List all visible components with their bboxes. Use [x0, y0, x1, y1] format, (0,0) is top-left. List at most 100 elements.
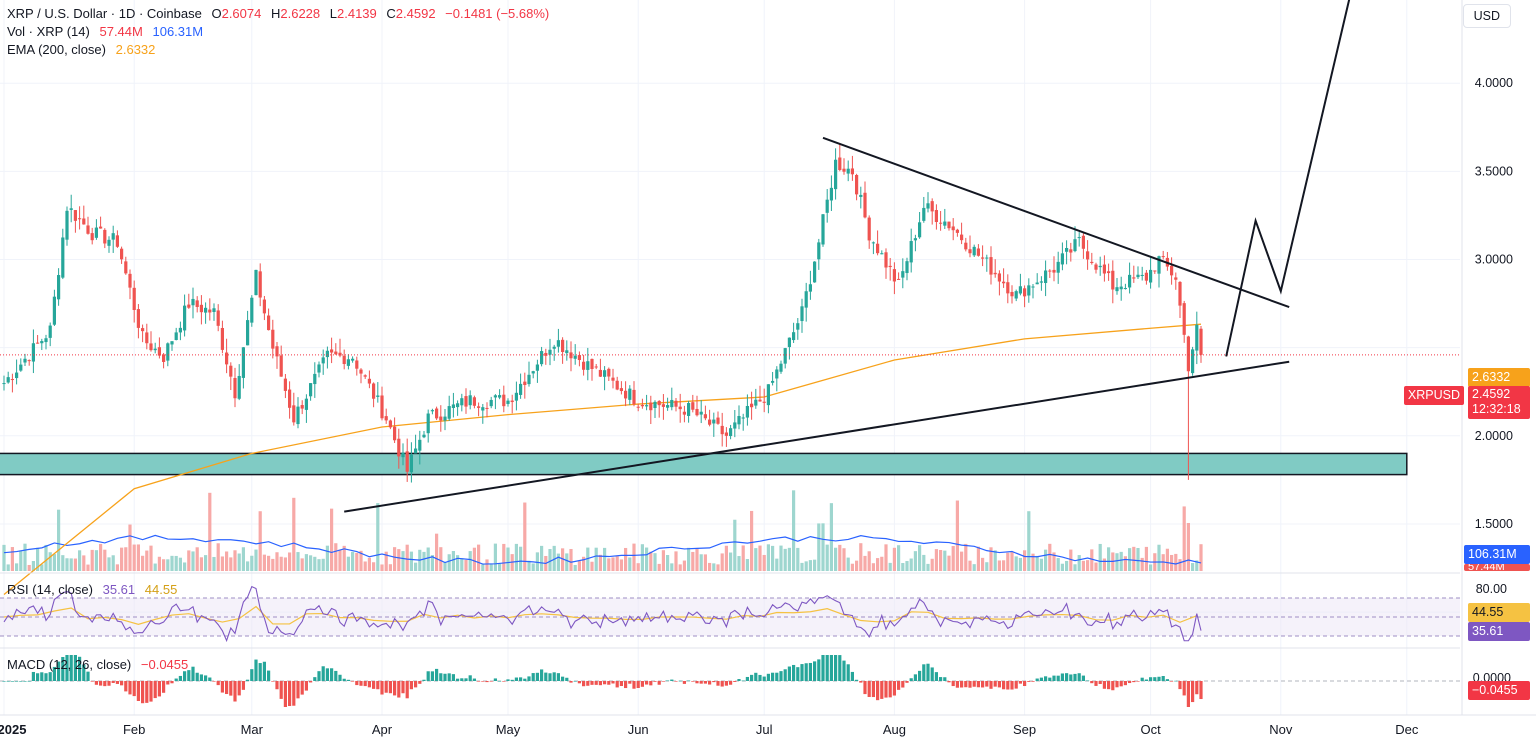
- macd-histogram-bar: [65, 655, 69, 681]
- candle-body: [657, 400, 661, 406]
- volume-bar: [472, 547, 476, 571]
- macd-histogram-bar: [288, 681, 292, 707]
- volume-bar: [754, 548, 758, 571]
- macd-histogram-bar: [997, 681, 1001, 688]
- currency-button[interactable]: USD: [1462, 4, 1511, 28]
- volume-bar: [430, 555, 434, 571]
- macd-histogram-bar: [552, 672, 556, 681]
- macd-histogram-bar: [611, 681, 615, 684]
- macd-histogram-bar: [573, 680, 577, 682]
- candle-body: [435, 408, 439, 419]
- macd-histogram-bar: [1060, 673, 1064, 681]
- macd-histogram-bar: [590, 681, 594, 685]
- macd-pane: [0, 647, 1460, 707]
- candle-body: [1069, 249, 1073, 253]
- candle-body: [876, 243, 880, 254]
- macd-histogram-bar: [645, 681, 649, 685]
- trendline-drawings[interactable]: [0, 0, 1460, 513]
- time-tick-label: Dec: [1395, 722, 1419, 737]
- volume-bar: [892, 547, 896, 571]
- candle-body: [132, 287, 136, 310]
- macd-histogram-bar: [485, 681, 489, 683]
- volume-bar: [409, 551, 413, 571]
- volume-bar: [15, 563, 19, 571]
- volume-bar: [1191, 563, 1195, 571]
- macd-histogram-bar: [1018, 681, 1022, 684]
- volume-bar: [1065, 560, 1069, 571]
- candle-body: [262, 299, 266, 314]
- volume-bar: [124, 547, 128, 571]
- volume-bar: [1098, 543, 1102, 571]
- macd-histogram-bar: [1069, 674, 1073, 681]
- candle-body: [498, 395, 502, 398]
- candle-body: [741, 417, 745, 419]
- price-tick-label: 4.0000: [1475, 76, 1513, 90]
- candle-body: [1123, 288, 1127, 290]
- macd-histogram-bar: [1081, 675, 1085, 681]
- candle-body: [19, 364, 23, 371]
- candle-body: [729, 428, 733, 437]
- macd-histogram-bar: [716, 681, 720, 686]
- candle-body: [1031, 286, 1035, 288]
- candle-body: [1035, 282, 1039, 285]
- candle-body: [531, 371, 535, 374]
- projection-path: [1225, 0, 1351, 357]
- candle-body: [405, 451, 409, 472]
- candle-body: [1006, 282, 1010, 294]
- rsi-ma-tag: 44.55: [1468, 603, 1530, 622]
- macd-legend: MACD (12, 26, close) −0.0455: [7, 657, 189, 672]
- macd-histogram-bar: [170, 681, 174, 684]
- candle-body: [199, 304, 203, 313]
- candle-body: [1010, 291, 1014, 297]
- candle-body: [334, 351, 338, 355]
- candle-body: [204, 307, 208, 313]
- candle-body: [653, 401, 657, 409]
- volume-bar: [199, 557, 203, 571]
- volume-bar: [174, 555, 178, 571]
- candle-body: [90, 233, 94, 241]
- volume-bar: [447, 554, 451, 571]
- macd-histogram-bar: [120, 681, 124, 686]
- volume-bar: [871, 563, 875, 571]
- macd-histogram-bar: [451, 674, 455, 681]
- macd-histogram-bar: [661, 681, 665, 682]
- candle-body: [514, 392, 518, 401]
- bar-countdown: 12:32:18: [1472, 402, 1521, 416]
- volume-bar: [1186, 523, 1190, 571]
- candle-body: [31, 343, 35, 362]
- candle-body: [863, 192, 867, 218]
- volume-bar: [699, 554, 703, 571]
- candle-body: [733, 422, 737, 429]
- macd-histogram-bar: [250, 669, 254, 681]
- candle-body: [943, 221, 947, 226]
- candle-body: [493, 395, 497, 398]
- macd-histogram-bar: [90, 681, 94, 682]
- candle-body: [1065, 247, 1069, 252]
- volume-bar: [640, 544, 644, 571]
- volume-bar: [359, 550, 363, 571]
- macd-histogram-bar: [880, 681, 884, 699]
- macd-histogram-bar: [262, 661, 266, 681]
- volume-bar: [787, 547, 791, 571]
- macd-histogram-bar: [1006, 681, 1010, 690]
- candle-body: [44, 338, 48, 343]
- candle-body: [884, 252, 888, 268]
- volume-bar: [1115, 553, 1119, 571]
- time-tick-label: Jun: [628, 722, 649, 737]
- macd-histogram-bar: [334, 670, 338, 681]
- macd-histogram-bar: [800, 664, 804, 681]
- macd-histogram-bar: [279, 681, 283, 699]
- symbol-title: XRP / U.S. Dollar · 1D · Coinbase: [7, 6, 202, 21]
- macd-histogram-bar: [166, 681, 170, 685]
- macd-histogram-bar: [607, 681, 611, 685]
- candle-body: [1140, 274, 1144, 277]
- macd-histogram-bar: [178, 675, 182, 681]
- volume-bar: [183, 562, 187, 571]
- volume-bar: [934, 549, 938, 571]
- candle-body: [376, 395, 380, 397]
- volume-bar: [863, 555, 867, 571]
- volume-value: 57.44M: [99, 24, 143, 39]
- candle-body: [594, 366, 598, 368]
- candle-body: [451, 404, 455, 409]
